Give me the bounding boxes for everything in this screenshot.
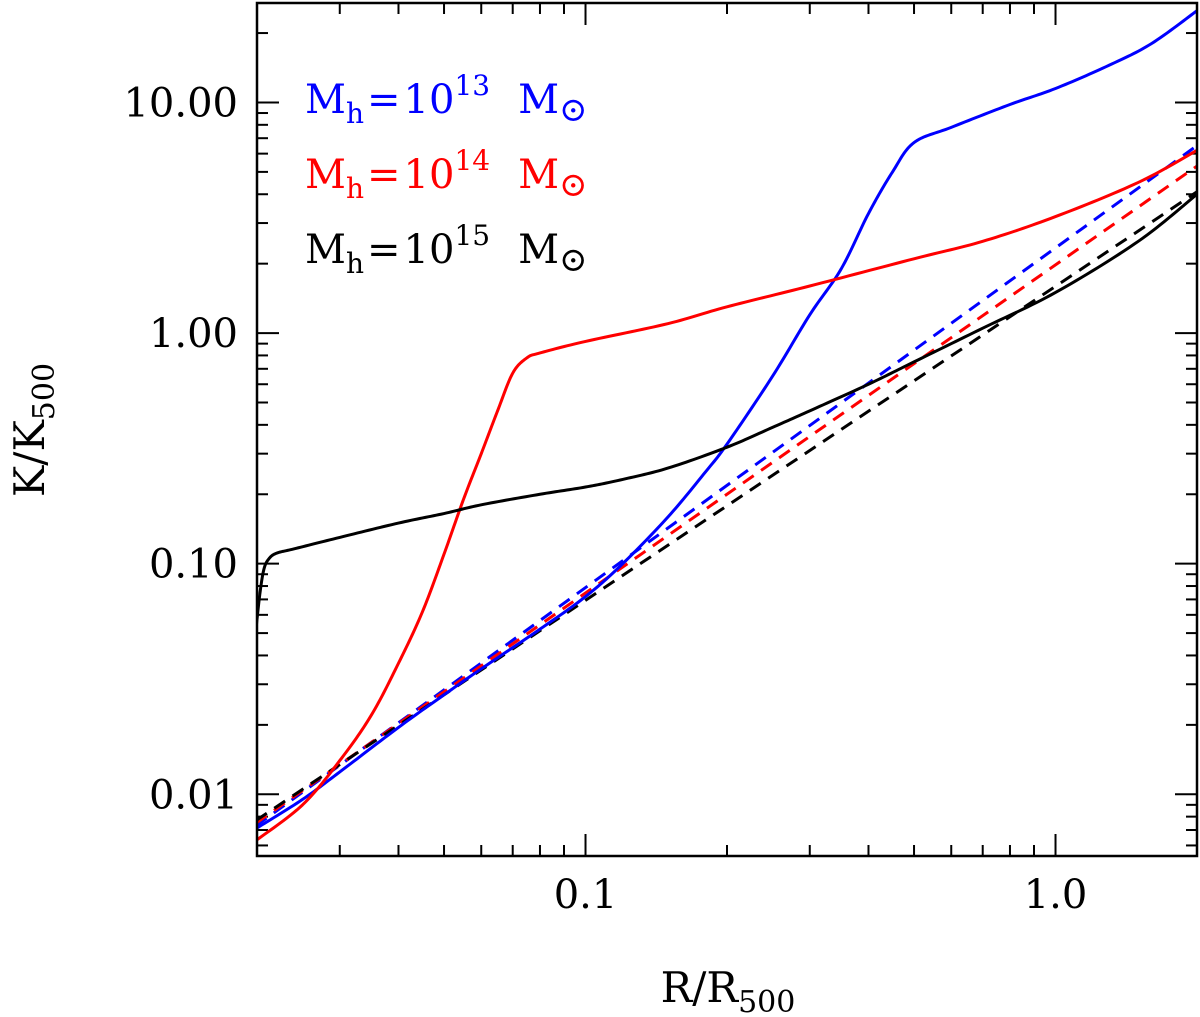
y-tick-labels: 0.01 0.10 1.00 10.00 (123, 80, 238, 818)
plot-frame (255, 1, 1199, 858)
series-line-dashed-4 (257, 164, 1197, 825)
y-axis-title: K/K500 (5, 363, 62, 497)
series-line-solid-1 (257, 149, 1197, 842)
y-tick-label: 0.10 (149, 542, 238, 588)
x-tick-labels: 0.1 1.0 (554, 872, 1088, 918)
data-series (257, 9, 1197, 842)
series-line-solid-2 (257, 193, 1197, 630)
x-tick-label: 1.0 (1024, 872, 1088, 918)
legend-entry-1e13: Mh=1013 M⊙ (305, 69, 588, 130)
plot-background (257, 3, 1197, 856)
series-line-dashed-3 (257, 144, 1197, 827)
legend: Mh=1013 M⊙ Mh=1014 M⊙ Mh=1015 M⊙ (305, 69, 588, 280)
legend-entry-1e14: Mh=1014 M⊙ (305, 144, 588, 205)
y-tick-label: 0.01 (149, 772, 238, 818)
series-line-solid-0 (257, 9, 1197, 830)
legend-entry-1e15: Mh=1015 M⊙ (305, 219, 588, 280)
x-tick-label: 0.1 (554, 872, 618, 918)
y-tick-label: 10.00 (123, 80, 238, 126)
major-ticks (257, 3, 1197, 856)
x-axis-title: R/R500 (661, 963, 796, 1017)
y-tick-label: 1.00 (149, 311, 238, 357)
